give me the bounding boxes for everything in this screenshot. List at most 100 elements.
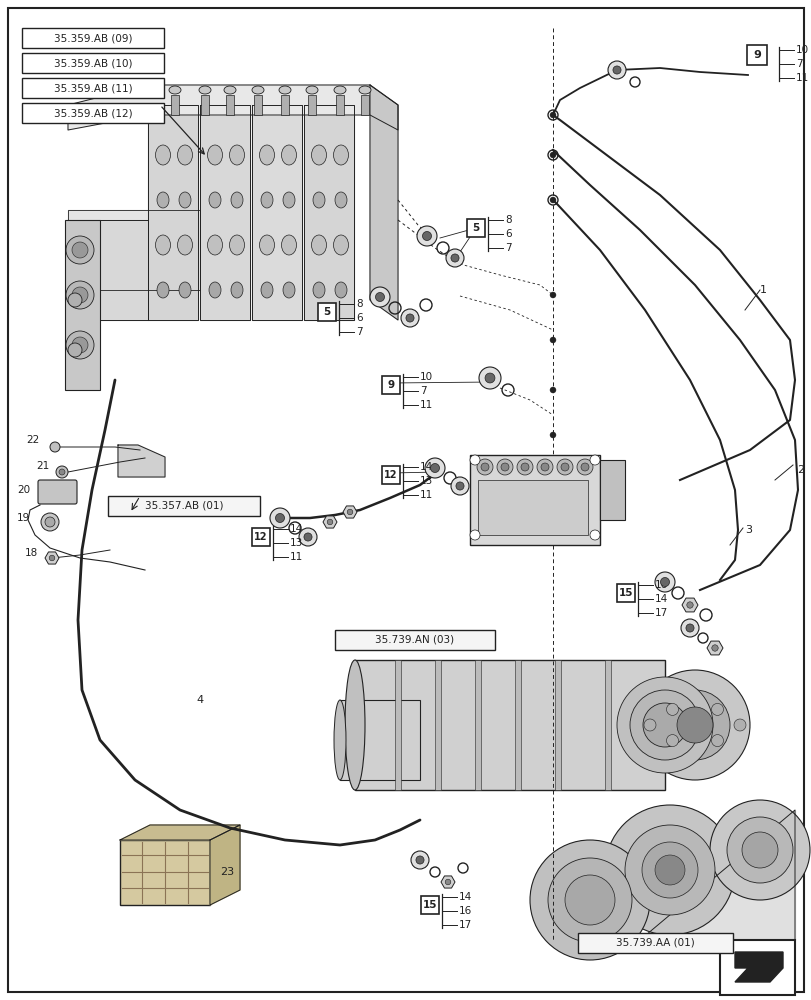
Circle shape [616, 677, 712, 773]
Circle shape [612, 66, 620, 74]
Text: 11: 11 [795, 73, 809, 83]
Circle shape [549, 337, 556, 343]
Circle shape [549, 197, 556, 203]
Circle shape [275, 514, 284, 522]
Polygon shape [45, 552, 59, 564]
Bar [171, 95, 178, 115]
Bar [381, 376, 400, 394]
Bar [254, 95, 262, 115]
Bar [577, 933, 732, 953]
Circle shape [401, 309, 418, 327]
Bar [340, 700, 419, 780]
Text: 3: 3 [744, 525, 751, 535]
Bar [225, 95, 234, 115]
Circle shape [50, 442, 60, 452]
Ellipse shape [311, 235, 326, 255]
Text: 6: 6 [504, 229, 511, 239]
Circle shape [45, 517, 55, 527]
Text: 7: 7 [355, 327, 363, 337]
Bar [336, 95, 344, 115]
Bar [420, 896, 439, 914]
Circle shape [726, 817, 792, 883]
Circle shape [549, 152, 556, 158]
Polygon shape [681, 598, 697, 612]
Circle shape [549, 292, 556, 298]
Circle shape [659, 690, 729, 760]
Ellipse shape [208, 282, 221, 298]
Text: 21: 21 [36, 461, 50, 471]
Ellipse shape [178, 235, 192, 255]
Polygon shape [200, 105, 250, 320]
Text: 8: 8 [504, 215, 511, 225]
Circle shape [540, 463, 548, 471]
Text: 9: 9 [387, 380, 394, 390]
Text: 5: 5 [472, 223, 479, 233]
Circle shape [590, 455, 599, 465]
Circle shape [422, 232, 431, 240]
Text: 14: 14 [419, 462, 433, 472]
Text: 7: 7 [795, 59, 801, 69]
Ellipse shape [208, 145, 222, 165]
Circle shape [710, 735, 723, 747]
Circle shape [590, 530, 599, 540]
Bar [251, 528, 270, 546]
Circle shape [624, 825, 714, 915]
Bar [719, 940, 794, 995]
Circle shape [66, 281, 94, 309]
Ellipse shape [333, 145, 348, 165]
Ellipse shape [281, 145, 296, 165]
Polygon shape [303, 105, 354, 320]
Bar [22, 28, 164, 48]
Text: 7: 7 [419, 386, 426, 396]
Ellipse shape [169, 86, 181, 94]
Bar [435, 660, 440, 790]
Ellipse shape [157, 282, 169, 298]
Text: 6: 6 [355, 313, 363, 323]
Circle shape [470, 455, 479, 465]
Text: 8: 8 [355, 299, 363, 309]
Circle shape [347, 509, 352, 515]
Bar [120, 840, 210, 905]
Circle shape [549, 387, 556, 393]
Circle shape [410, 851, 428, 869]
Text: 35.359.AB (11): 35.359.AB (11) [54, 83, 132, 93]
Ellipse shape [312, 282, 324, 298]
Text: 1: 1 [759, 285, 766, 295]
Polygon shape [323, 516, 337, 528]
Polygon shape [342, 506, 357, 518]
Circle shape [478, 367, 500, 389]
Circle shape [72, 287, 88, 303]
Bar [354, 660, 664, 790]
Text: 15: 15 [618, 588, 633, 598]
Polygon shape [68, 85, 397, 130]
Text: 11: 11 [419, 490, 433, 500]
Circle shape [417, 226, 436, 246]
Bar [335, 630, 495, 650]
Circle shape [666, 703, 678, 715]
Polygon shape [706, 641, 722, 655]
Circle shape [450, 477, 469, 495]
Text: 12: 12 [384, 470, 397, 480]
Ellipse shape [208, 192, 221, 208]
Ellipse shape [260, 235, 274, 255]
Text: 13: 13 [290, 538, 303, 548]
Ellipse shape [335, 192, 346, 208]
Circle shape [711, 645, 717, 651]
Circle shape [56, 466, 68, 478]
Circle shape [500, 463, 508, 471]
Circle shape [298, 528, 316, 546]
Ellipse shape [283, 192, 294, 208]
Circle shape [654, 855, 684, 885]
Circle shape [66, 236, 94, 264]
Text: 9: 9 [752, 50, 760, 60]
Text: 20: 20 [17, 485, 30, 495]
Circle shape [68, 293, 82, 307]
Ellipse shape [333, 235, 348, 255]
Circle shape [686, 602, 693, 608]
Bar [318, 303, 336, 321]
Text: 10: 10 [419, 372, 432, 382]
Ellipse shape [224, 86, 236, 94]
Text: 18: 18 [24, 548, 38, 558]
Text: 19: 19 [17, 513, 30, 523]
Circle shape [654, 572, 674, 592]
